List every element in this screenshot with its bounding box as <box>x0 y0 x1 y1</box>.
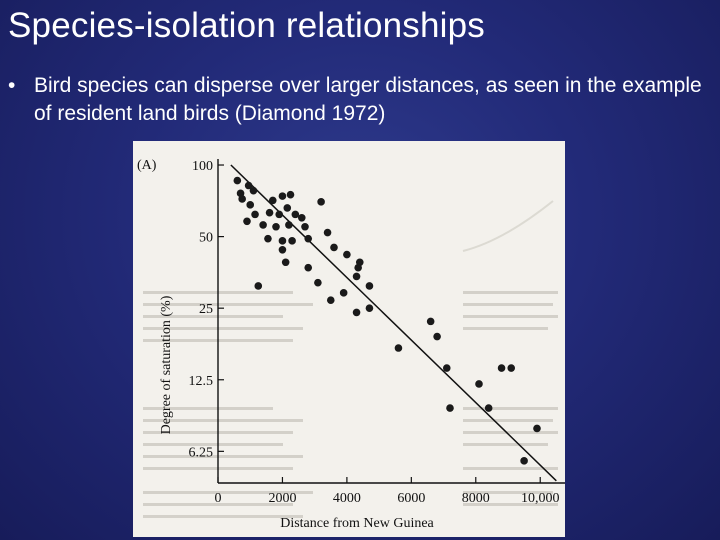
data-point <box>352 308 361 317</box>
data-point <box>286 190 295 199</box>
y-axis-ticks: 100 50 25 12.5 6.25 <box>189 159 224 460</box>
data-point <box>352 272 361 281</box>
data-point <box>475 380 483 388</box>
data-point <box>446 404 454 412</box>
data-point <box>243 217 251 226</box>
data-point <box>442 364 451 372</box>
data-point <box>278 246 287 254</box>
data-point <box>264 234 272 243</box>
y-axis-title: Degree of saturation (%) <box>159 295 174 434</box>
x-tick-label: 4000 <box>333 491 361 506</box>
data-point <box>244 181 253 190</box>
trend-line <box>230 164 557 482</box>
data-point <box>272 222 280 231</box>
data-point <box>251 210 259 219</box>
data-point <box>285 221 293 229</box>
data-point <box>259 221 267 229</box>
y-tick-label: 12.5 <box>189 374 214 389</box>
panel-label: (A) <box>137 158 157 173</box>
data-point <box>484 404 493 412</box>
data-point <box>533 424 541 433</box>
y-tick-label: 100 <box>192 159 213 174</box>
data-point <box>304 234 313 243</box>
axes <box>217 159 565 484</box>
page-bleed-through <box>143 200 558 518</box>
data-point <box>426 317 435 326</box>
data-point <box>291 210 300 219</box>
data-point <box>520 457 528 465</box>
y-tick-label: 25 <box>199 302 213 317</box>
data-point <box>365 282 374 290</box>
data-point <box>233 176 242 185</box>
data-point <box>433 332 441 341</box>
data-point <box>497 364 506 372</box>
x-tick-label: 6000 <box>397 491 425 506</box>
data-point <box>254 282 263 290</box>
data-point <box>507 364 516 372</box>
data-point <box>246 201 255 209</box>
scatter-plot: (A) 0 2000 4000 6000 8000 10,000 100 50 25 12.5 6… <box>137 158 565 531</box>
data-point <box>278 237 287 245</box>
data-point <box>326 296 335 305</box>
data-point <box>238 195 246 203</box>
scatter-figure: (A) 0 2000 4000 6000 8000 10,000 100 50 25 12.5 6… <box>133 141 565 537</box>
data-point <box>275 210 284 219</box>
x-tick-label: 2000 <box>268 491 296 506</box>
trend-line-group <box>230 164 557 482</box>
data-point <box>330 243 338 252</box>
bullet-marker: • <box>8 74 16 97</box>
data-point <box>288 237 296 245</box>
bullet-text: Bird species can disperse over larger di… <box>34 74 702 125</box>
x-axis-ticks: 0 2000 4000 6000 8000 10,000 <box>215 477 560 506</box>
x-tick-label: 10,000 <box>521 491 560 506</box>
y-tick-label: 50 <box>199 231 213 246</box>
data-point <box>317 198 325 206</box>
data-point <box>297 213 306 222</box>
data-point <box>323 228 332 237</box>
slide-title: Species-isolation relationships <box>8 6 486 45</box>
data-point <box>394 344 403 352</box>
data-point <box>301 222 309 231</box>
data-point <box>354 263 362 272</box>
data-point <box>281 258 290 267</box>
data-point <box>283 204 292 212</box>
x-tick-label: 8000 <box>462 491 490 506</box>
data-point <box>339 289 348 297</box>
data-point <box>343 250 351 259</box>
data-points <box>233 176 541 465</box>
data-point <box>365 304 374 312</box>
x-axis-title: Distance from New Guinea <box>280 516 434 531</box>
data-point <box>314 278 322 287</box>
data-point <box>278 192 287 200</box>
y-tick-label: 6.25 <box>189 445 214 460</box>
data-point <box>249 186 258 195</box>
data-point <box>304 263 313 272</box>
x-tick-label: 0 <box>215 491 222 506</box>
data-point <box>268 196 277 205</box>
data-point <box>265 208 274 217</box>
